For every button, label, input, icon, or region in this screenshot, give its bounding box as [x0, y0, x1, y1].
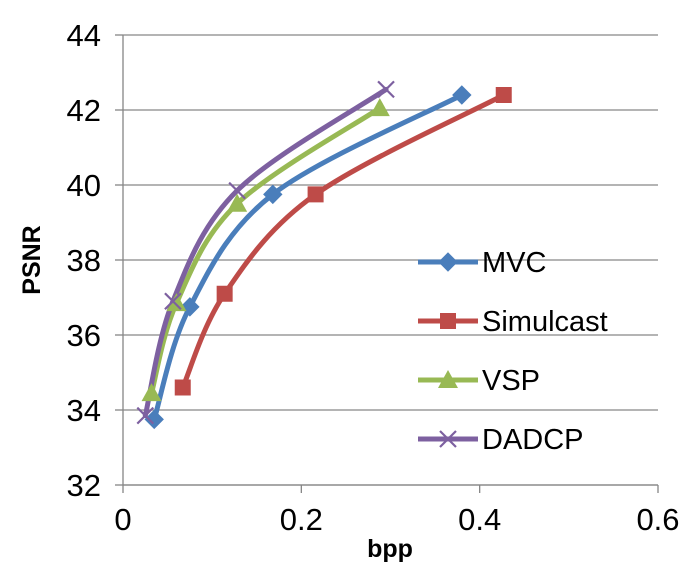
- data-point-dadcp: [228, 181, 246, 200]
- data-point-vsp: [141, 383, 162, 402]
- legend-label: Simulcast: [482, 306, 608, 338]
- x-tick-label: 0.2: [280, 502, 323, 537]
- legend-item-simulcast: Simulcast: [418, 306, 608, 338]
- data-point-mvc: [180, 297, 200, 317]
- data-point-vsp: [369, 98, 390, 117]
- data-point-simulcast: [307, 186, 324, 203]
- legend-label: DADCP: [482, 424, 584, 456]
- series-lines: [142, 86, 507, 422]
- y-axis-title: PSNR: [18, 225, 46, 294]
- data-point-simulcast: [216, 285, 233, 302]
- y-tick-label: 36: [67, 318, 101, 353]
- legend-item-vsp: VSP: [418, 365, 540, 397]
- legend-marker-dadcp: [439, 430, 457, 448]
- data-point-dadcp: [136, 406, 155, 425]
- data-point-vsp: [227, 193, 248, 212]
- tick-labels: 32 34 36 38 40 42 44 0 0.2 0.4 0.6: [67, 18, 680, 537]
- y-tick-label: 44: [67, 18, 101, 53]
- y-tick-label: 42: [67, 93, 101, 128]
- x-tick-label: 0.6: [636, 502, 679, 537]
- legend-item-dadcp: DADCP: [418, 424, 584, 456]
- series-line-vsp: [149, 105, 383, 396]
- legend-marker-vsp: [438, 370, 458, 388]
- x-tick-label: 0: [114, 502, 131, 537]
- y-tick-label: 40: [67, 168, 101, 203]
- data-point-mvc: [452, 85, 472, 105]
- data-point-mvc: [144, 409, 164, 430]
- data-point-dadcp: [164, 292, 182, 311]
- data-point-dadcp: [377, 80, 395, 99]
- y-tick-label: 38: [67, 243, 101, 278]
- series-line-dadcp: [142, 86, 389, 419]
- legend-item-mvc: MVC: [418, 247, 546, 279]
- legend: MVC Simulcast VSP DADCP: [418, 247, 608, 456]
- data-point-simulcast: [174, 379, 191, 396]
- legend-marker-simulcast: [440, 313, 456, 329]
- y-tick-label: 32: [67, 468, 101, 503]
- legend-marker-mvc: [438, 252, 458, 272]
- data-point-simulcast: [495, 87, 512, 103]
- x-tick-label: 0.4: [458, 502, 501, 537]
- series-markers: [136, 80, 512, 430]
- series-line-mvc: [151, 92, 465, 422]
- legend-label: MVC: [482, 247, 546, 279]
- data-point-mvc: [263, 184, 283, 205]
- y-tick-label: 34: [67, 393, 101, 428]
- x-axis-title: bpp: [367, 535, 413, 563]
- gridlines: [123, 34, 658, 486]
- data-point-vsp: [166, 293, 187, 312]
- axes: [115, 34, 659, 493]
- series-line-simulcast: [180, 92, 507, 390]
- legend-label: VSP: [482, 365, 540, 397]
